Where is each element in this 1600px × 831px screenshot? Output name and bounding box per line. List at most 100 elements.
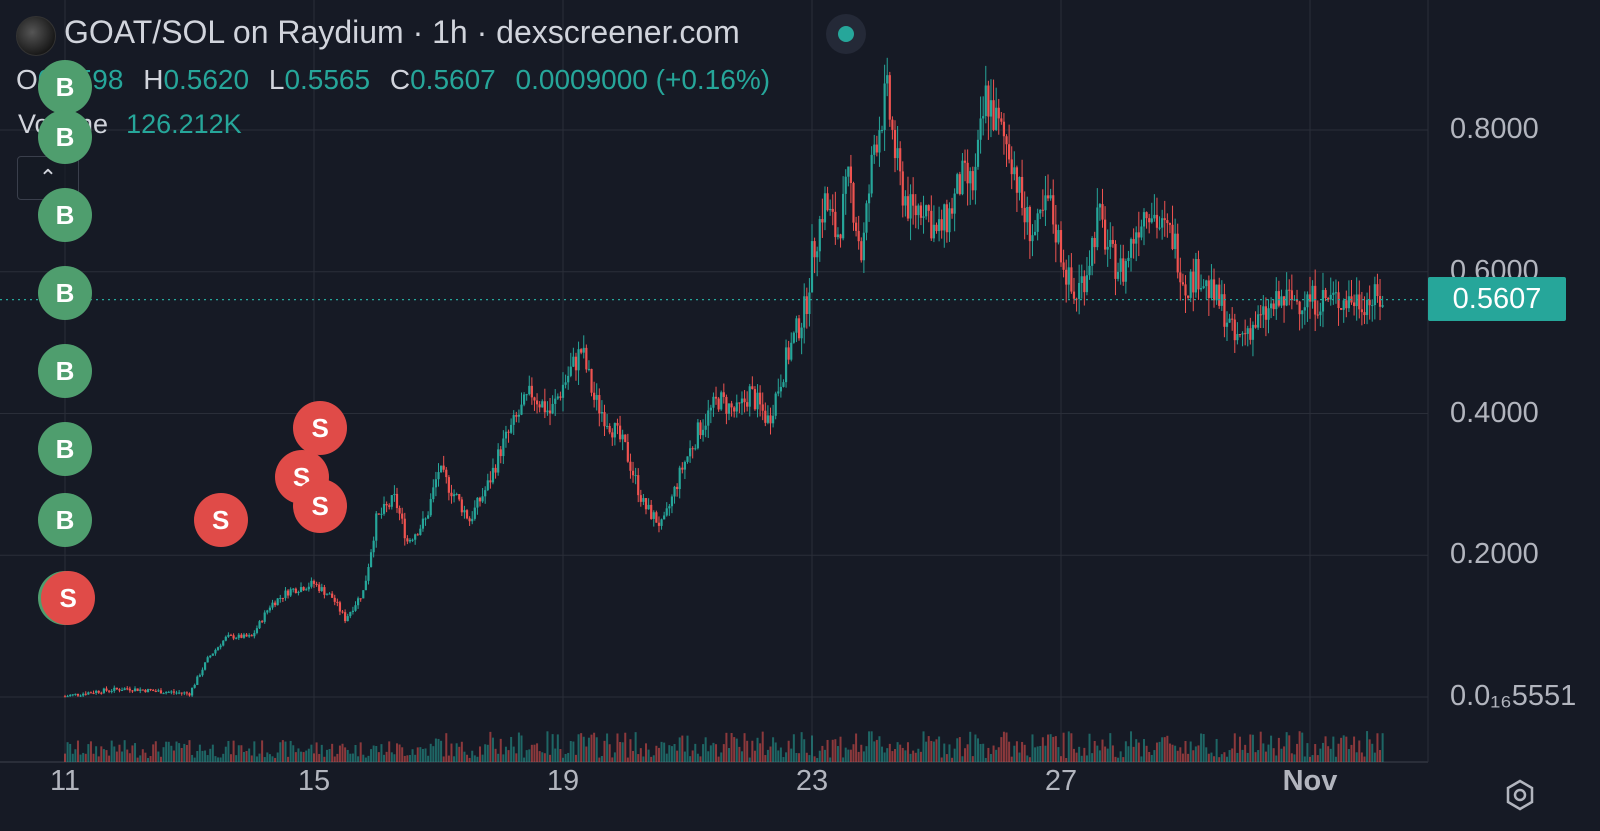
volume-bar: [1236, 752, 1239, 762]
volume-bar: [613, 752, 616, 762]
volume-bar: [76, 740, 79, 762]
candle-body: [105, 688, 108, 691]
candle-body: [421, 518, 425, 529]
candle-body: [854, 222, 858, 231]
candle-body: [222, 640, 225, 646]
volume-bar: [1288, 735, 1291, 762]
candle-body: [1184, 284, 1187, 296]
candle-body: [1008, 144, 1011, 160]
candle-body: [206, 657, 209, 663]
candle-body: [590, 368, 593, 393]
buy-marker[interactable]: B: [38, 421, 92, 476]
volume-bar: [69, 743, 72, 762]
candle-body: [253, 632, 256, 637]
candle-body: [515, 415, 518, 417]
buy-marker[interactable]: B: [38, 492, 92, 547]
sell-marker[interactable]: S: [293, 478, 348, 533]
volume-bar: [650, 756, 653, 762]
candle-body: [642, 498, 645, 502]
volume-bar: [349, 753, 352, 762]
volume-bar: [460, 741, 463, 762]
candle-body: [395, 493, 399, 509]
volume-bar: [725, 732, 728, 762]
candle-body: [974, 166, 977, 191]
volume-bar: [491, 737, 494, 762]
volume-bar: [1275, 755, 1278, 762]
candle-body: [1308, 294, 1312, 302]
buy-marker[interactable]: B: [38, 110, 92, 165]
volume-bar: [357, 756, 360, 762]
candle-body: [761, 404, 764, 411]
volume-bar: [414, 754, 417, 762]
candle-body: [1269, 303, 1273, 309]
candle-body: [735, 402, 738, 412]
candle-body: [1347, 296, 1351, 309]
volume-bar: [865, 746, 868, 762]
candle-body: [909, 194, 912, 219]
volume-bar: [1368, 739, 1371, 762]
volume-bar: [193, 757, 196, 762]
candle-body: [880, 130, 884, 132]
sell-marker[interactable]: S: [41, 570, 96, 625]
volume-bar: [538, 751, 541, 762]
candle-body: [608, 425, 611, 433]
buy-marker[interactable]: B: [38, 266, 92, 320]
candle-body: [1233, 319, 1236, 341]
candle-body: [987, 85, 990, 117]
volume-bar: [248, 748, 251, 762]
candle-body: [165, 692, 168, 694]
candle-body: [188, 693, 191, 696]
candle-body: [629, 461, 632, 471]
volume-bar: [1314, 744, 1317, 762]
candle-body: [958, 174, 961, 195]
volume-bar: [463, 751, 466, 762]
volume-bar: [1057, 747, 1060, 762]
candle-body: [613, 423, 616, 438]
volume-bar: [655, 745, 658, 762]
candle-body: [1210, 279, 1213, 298]
volume-bar: [551, 734, 554, 762]
volume-bar: [1145, 745, 1148, 762]
volume-bar: [66, 742, 69, 762]
buy-marker[interactable]: B: [38, 343, 92, 398]
candle-body: [471, 518, 474, 522]
candle-body: [556, 396, 559, 399]
candle-body: [74, 693, 77, 695]
volume-bar: [1083, 747, 1086, 762]
volume-bar: [899, 744, 902, 762]
volume-bar: [1021, 741, 1024, 762]
candle-body: [1052, 195, 1055, 225]
buy-marker[interactable]: B: [38, 60, 92, 115]
sell-marker[interactable]: S: [193, 492, 248, 547]
volume-bar: [398, 744, 401, 762]
candle-body: [390, 495, 393, 507]
candle-body: [1085, 275, 1089, 293]
candle-body: [925, 205, 928, 217]
sell-marker[interactable]: S: [293, 400, 348, 455]
volume-bar: [1049, 734, 1052, 762]
candle-body: [325, 594, 329, 596]
candle-body: [1116, 271, 1120, 279]
candle-body: [1140, 226, 1143, 238]
candle-body: [883, 83, 886, 131]
volume-bar: [808, 755, 811, 762]
candle-body: [442, 465, 445, 470]
volume-bar: [549, 754, 552, 762]
candle-body: [372, 540, 375, 553]
volume-bar: [1345, 736, 1348, 762]
candle-body: [582, 347, 585, 353]
volume-bar: [562, 757, 564, 762]
volume-bar: [611, 757, 614, 762]
candle-body: [473, 507, 476, 519]
buy-marker[interactable]: B: [38, 188, 92, 243]
volume-bar: [388, 741, 391, 762]
candle-body: [364, 580, 367, 591]
volume-bar: [1098, 750, 1101, 762]
volume-bar: [977, 738, 979, 762]
volume-bar: [455, 743, 458, 762]
volume-bar: [165, 741, 168, 762]
gear-icon[interactable]: [1503, 778, 1537, 812]
candle-body: [427, 515, 430, 519]
volume-bar: [481, 754, 484, 762]
volume-bar: [681, 735, 684, 762]
